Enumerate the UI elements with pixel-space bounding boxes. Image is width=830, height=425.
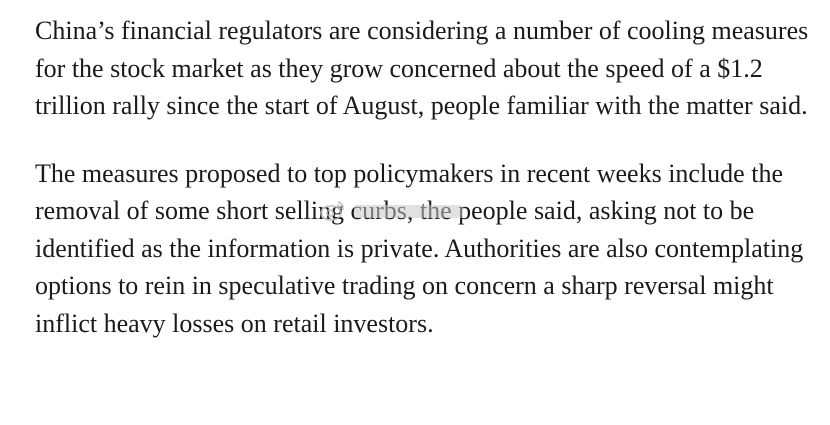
paragraph-1: China’s financial regulators are conside… [35,16,809,120]
article-body: China’s financial regulators are conside… [35,12,815,342]
paragraph-2: The measures proposed to top policymaker… [35,158,804,338]
